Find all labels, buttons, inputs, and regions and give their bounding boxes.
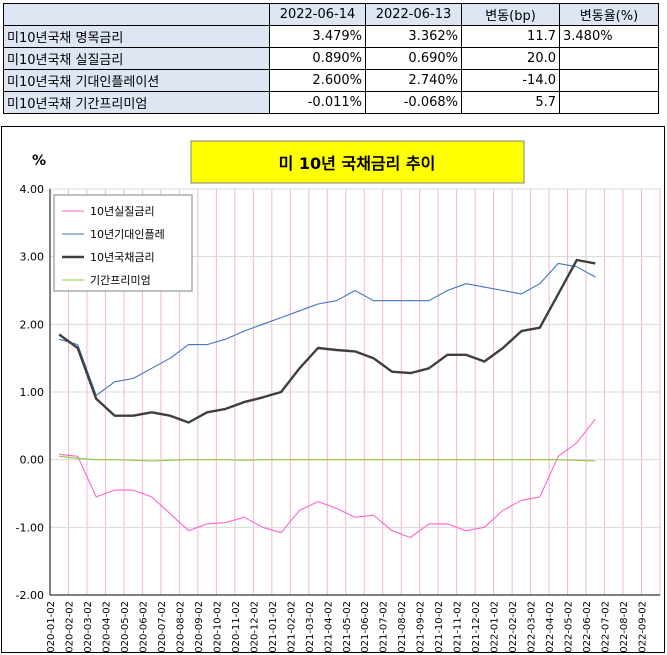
x-tick-label: 2021-01-02	[268, 601, 279, 652]
x-tick-label: 2020-08-02	[175, 601, 186, 652]
series-line-2	[59, 262, 596, 396]
header-date1: 2022-06-14	[269, 3, 366, 26]
x-tick-label: 2020-01-02	[46, 601, 57, 652]
x-tick-label: 2020-06-02	[138, 601, 149, 652]
row-date1-value: 0.890%	[269, 47, 366, 70]
row-pct-value: 3.480%	[559, 25, 659, 48]
header-change-pct: 변동율(%)	[559, 3, 659, 26]
x-tick-label: 2021-03-02	[305, 601, 316, 652]
x-tick-label: 2022-03-02	[527, 601, 538, 652]
row-date2-value: 0.690%	[365, 47, 462, 70]
x-tick-label: 2020-09-02	[194, 601, 205, 652]
row-pct-value	[559, 69, 659, 92]
x-tick-label: 2021-09-02	[416, 601, 427, 652]
legend-label: 10년실질금리	[90, 205, 155, 218]
row-pct-value	[559, 91, 659, 114]
x-tick-label: 2020-10-02	[212, 601, 223, 652]
x-tick-label: 2020-12-02	[249, 601, 260, 652]
x-tick-label: 2020-04-02	[101, 601, 112, 652]
x-tick-label: 2022-02-02	[508, 601, 519, 652]
legend-label: 10년국채금리	[90, 251, 155, 264]
y-tick-label: 0.00	[20, 454, 45, 467]
x-tick-label: 2022-07-02	[601, 601, 612, 652]
y-tick-label: 2.00	[20, 318, 45, 331]
x-tick-label: 2022-01-02	[490, 601, 501, 652]
y-tick-label: -1.00	[16, 521, 44, 534]
x-tick-label: 2022-05-02	[564, 601, 575, 652]
table-row: 미10년국채 실질금리 0.890% 0.690% 20.0	[3, 47, 659, 70]
legend-label: 기간프리미엄	[90, 274, 151, 287]
chart-title: 미 10년 국채금리 추이	[279, 154, 436, 173]
row-label: 미10년국채 실질금리	[3, 47, 270, 70]
x-tick-label: 2020-11-02	[231, 601, 242, 652]
summary-table: 2022-06-14 2022-06-13 변동(bp) 변동율(%) 미10년…	[3, 3, 659, 114]
x-tick-label: 2020-05-02	[120, 601, 131, 652]
x-tick-label: 2021-02-02	[286, 601, 297, 652]
chart-area: 미 10년 국채금리 추이 % 4.00 3.00 2.00 1.00 0.00 -1.0…	[1, 126, 665, 653]
row-date2-value: 3.362%	[365, 25, 462, 48]
x-tick-label: 2021-04-02	[323, 601, 334, 652]
series-lines	[58, 258, 596, 539]
legend-label: 10년기대인플레	[90, 228, 165, 241]
header-blank-cell	[3, 3, 270, 26]
row-date2-value: 2.740%	[365, 69, 462, 92]
table-row: 미10년국채 기간프리미엄 -0.011% -0.068% 5.7	[3, 91, 659, 114]
x-tick-label: 2020-03-02	[83, 601, 94, 652]
x-tick-label: 2020-07-02	[157, 601, 168, 652]
y-tick-label: 4.00	[20, 183, 45, 196]
x-tick-label: 2021-05-02	[342, 601, 353, 652]
series-line-3	[58, 258, 596, 424]
x-tick-label: 2021-06-02	[360, 601, 371, 652]
header-change-bp: 변동(bp)	[461, 3, 560, 26]
x-tick-label: 2022-06-02	[582, 601, 593, 652]
row-bp-value: 11.7	[461, 25, 560, 48]
chart-title-box	[190, 140, 525, 184]
table-row: 미10년국채 기대인플레이션 2.600% 2.740% -14.0	[3, 69, 659, 92]
x-tick-label: 2021-07-02	[379, 601, 390, 652]
x-tick-label: 2020-02-02	[64, 601, 75, 652]
y-tick-label: 1.00	[20, 386, 45, 399]
x-tick-label: 2022-04-02	[545, 601, 556, 652]
header-date2: 2022-06-13	[365, 3, 462, 26]
series-line-4	[59, 455, 596, 462]
y-tick-label: -2.00	[16, 589, 44, 602]
row-date2-value: -0.068%	[365, 91, 462, 114]
y-axis-unit-label: %	[32, 153, 46, 169]
row-label: 미10년국채 기대인플레이션	[3, 69, 270, 92]
row-label: 미10년국채 기간프리미엄	[3, 91, 270, 114]
x-tick-label: 2021-08-02	[397, 601, 408, 652]
x-tick-label: 2022-08-02	[619, 601, 630, 652]
x-tick-label: 2022-09-02	[638, 601, 649, 652]
y-tick-label: 3.00	[20, 251, 45, 264]
row-label: 미10년국채 명목금리	[3, 25, 270, 48]
row-bp-value: 5.7	[461, 91, 560, 114]
x-tick-label: 2021-11-02	[453, 601, 464, 652]
x-tick-label: 2021-12-02	[471, 601, 482, 652]
row-date1-value: -0.011%	[269, 91, 366, 114]
table-header-row: 2022-06-14 2022-06-13 변동(bp) 변동율(%)	[3, 3, 659, 26]
row-bp-value: -14.0	[461, 69, 560, 92]
series-line-1	[59, 418, 596, 539]
row-bp-value: 20.0	[461, 47, 560, 70]
line-chart: 미 10년 국채금리 추이 % 4.00 3.00 2.00 1.00 0.00 -1.0…	[16, 140, 661, 652]
axes: 4.00 3.00 2.00 1.00 0.00 -1.00 -2.002020-01-02…	[16, 183, 660, 652]
x-tick-label: 2021-10-02	[434, 601, 445, 652]
row-pct-value	[559, 47, 659, 70]
table-row: 미10년국채 명목금리 3.479% 3.362% 11.7 3.480%	[3, 25, 659, 48]
row-date1-value: 2.600%	[269, 69, 366, 92]
row-date1-value: 3.479%	[269, 25, 366, 48]
